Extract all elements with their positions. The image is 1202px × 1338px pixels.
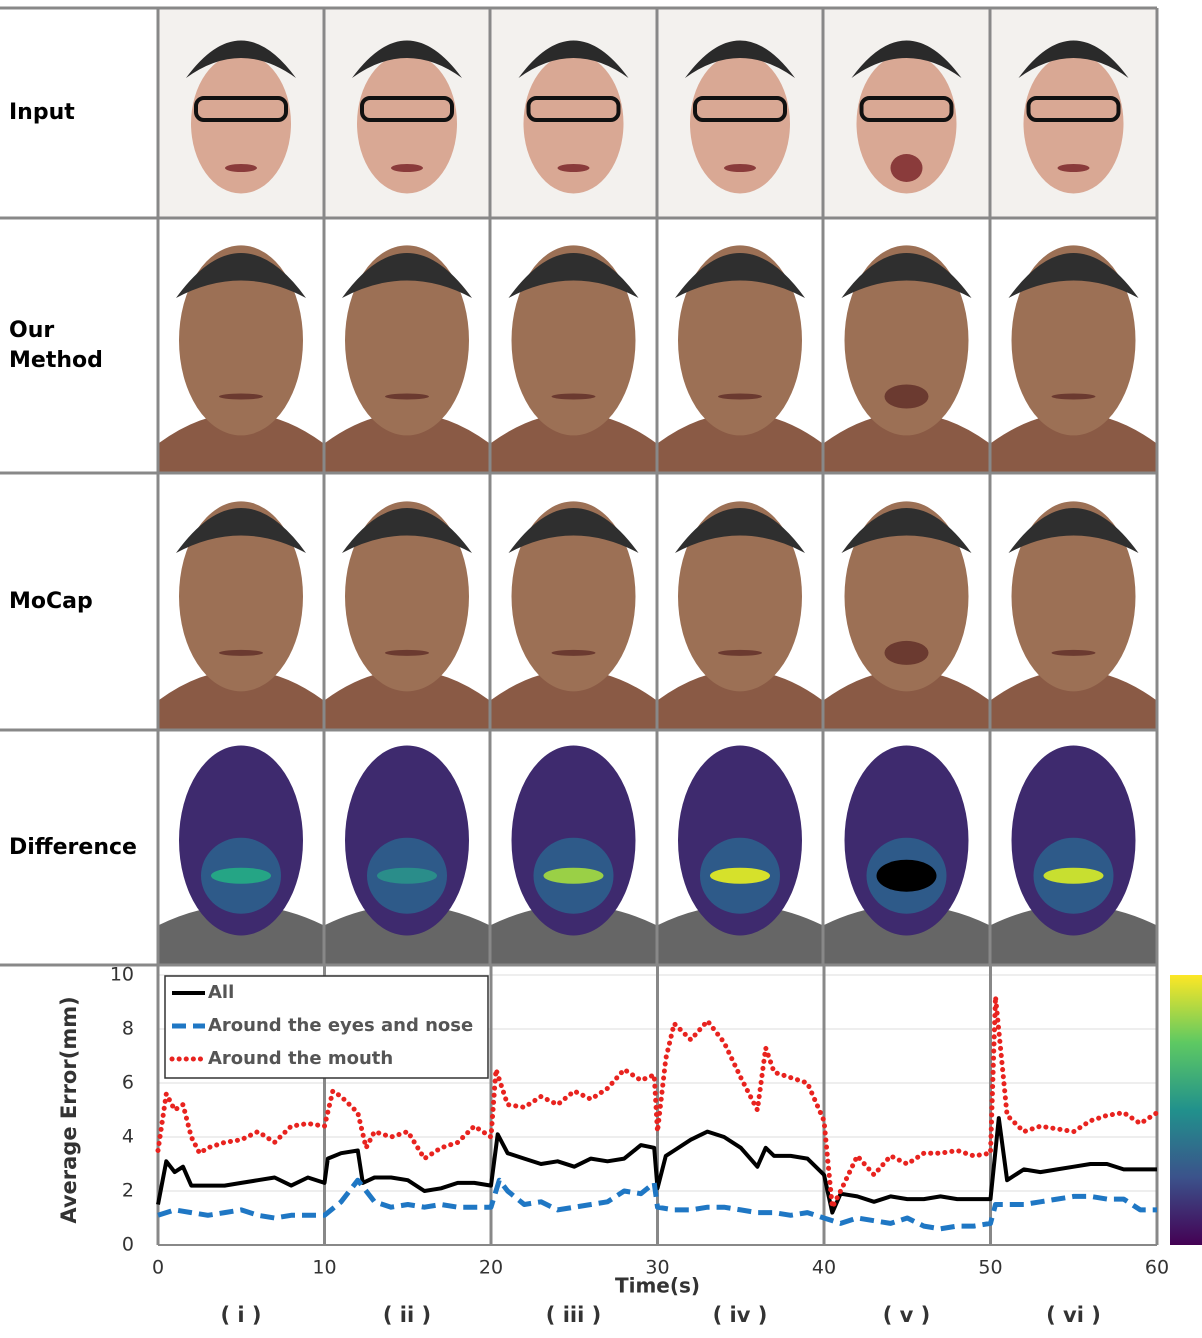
y-tick-label: 2 xyxy=(122,1180,134,1202)
column-label: ( iv ) xyxy=(713,1303,768,1327)
mouth-error xyxy=(710,868,770,884)
row-label: Our Method xyxy=(9,316,149,376)
x-tick-label: 40 xyxy=(812,1257,836,1279)
colorbar xyxy=(1170,975,1202,1245)
mouth xyxy=(885,641,929,665)
column-label: ( vi ) xyxy=(1046,1303,1101,1327)
mouth xyxy=(718,394,762,400)
x-tick-label: 50 xyxy=(978,1257,1002,1279)
mouth xyxy=(1052,650,1096,656)
figure: 02468100102030405060Time(s)Average Error… xyxy=(0,0,1202,1338)
column-label: ( i ) xyxy=(220,1303,261,1327)
mouth xyxy=(891,154,923,182)
mouth-error xyxy=(877,860,937,892)
mouth xyxy=(552,394,596,400)
y-tick-label: 6 xyxy=(122,1072,134,1094)
x-tick-label: 0 xyxy=(152,1257,164,1279)
mouth xyxy=(219,650,263,656)
row-label: Difference xyxy=(9,833,149,863)
legend-label: Around the eyes and nose xyxy=(208,1015,473,1036)
x-tick-label: 20 xyxy=(479,1257,503,1279)
column-label: ( ii ) xyxy=(383,1303,431,1327)
mouth-error xyxy=(377,868,437,884)
column-label: ( iii ) xyxy=(546,1303,601,1327)
mouth xyxy=(1058,164,1090,172)
y-axis-label: Average Error(mm) xyxy=(57,996,81,1223)
y-tick-label: 8 xyxy=(122,1018,134,1040)
mouth xyxy=(558,164,590,172)
mouth-error xyxy=(1044,868,1104,884)
mouth xyxy=(724,164,756,172)
mouth xyxy=(225,164,257,172)
mouth-error xyxy=(544,868,604,884)
y-tick-label: 4 xyxy=(122,1126,134,1148)
mouth xyxy=(552,650,596,656)
x-tick-label: 60 xyxy=(1145,1257,1169,1279)
row-label: MoCap xyxy=(9,587,99,617)
y-tick-label: 0 xyxy=(122,1234,134,1256)
face xyxy=(524,54,624,194)
face xyxy=(191,54,291,194)
legend-label: Around the mouth xyxy=(208,1048,393,1069)
row-label: Input xyxy=(9,98,99,128)
face xyxy=(357,54,457,194)
page: 02468100102030405060Time(s)Average Error… xyxy=(0,0,1202,1338)
mouth xyxy=(718,650,762,656)
mouth xyxy=(1052,394,1096,400)
y-tick-label: 10 xyxy=(110,964,134,986)
legend-label: All xyxy=(208,982,234,1003)
x-tick-label: 10 xyxy=(312,1257,336,1279)
face xyxy=(690,54,790,194)
mouth xyxy=(391,164,423,172)
mouth xyxy=(219,394,263,400)
mouth xyxy=(385,394,429,400)
face xyxy=(1024,54,1124,194)
column-label: ( v ) xyxy=(883,1303,931,1327)
x-axis-label: Time(s) xyxy=(615,1274,700,1298)
mouth xyxy=(385,650,429,656)
mouth-error xyxy=(211,868,271,884)
mouth xyxy=(885,385,929,409)
